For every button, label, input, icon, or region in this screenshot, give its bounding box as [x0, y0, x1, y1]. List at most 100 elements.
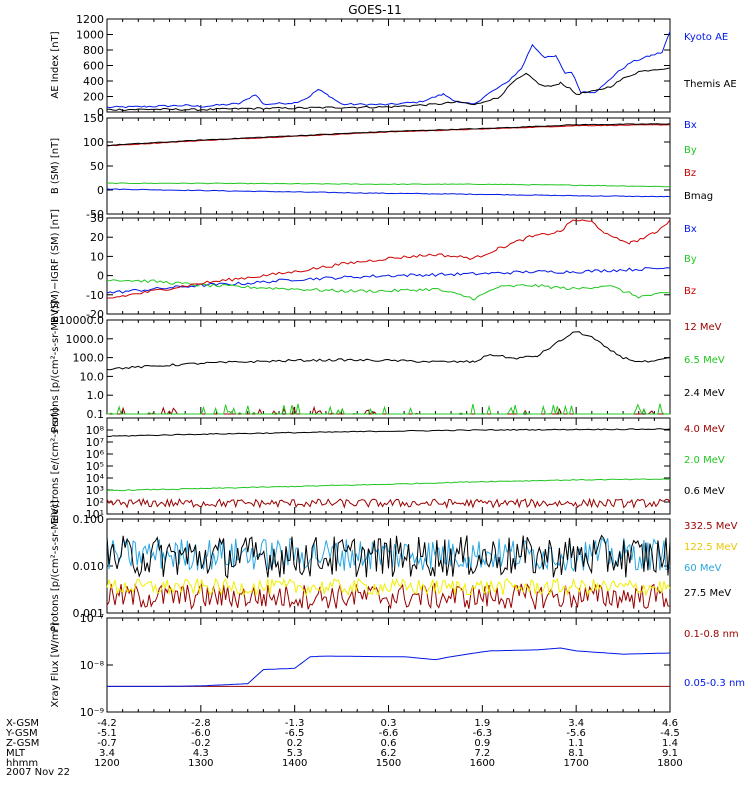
legend-entry: 0.6 MeV [684, 486, 725, 497]
y-tick-label: 10⁻⁷ [80, 612, 104, 625]
y-tick-label: 1000 [76, 29, 104, 42]
legend-entry: 2.0 MeV [684, 455, 725, 466]
y-tick-label: 10³ [86, 484, 104, 497]
series-line-2-0-mev [106, 478, 671, 492]
y-tick-label: 10⁻⁸ [80, 659, 105, 672]
series-line-bmag [106, 123, 671, 147]
series-line-bz [106, 124, 671, 147]
x-axis-value: 1.1 [568, 738, 584, 749]
legend-entry: Bz [684, 286, 696, 297]
legend-entry: Bx [684, 120, 697, 131]
y-tick-label: 0 [97, 184, 104, 197]
x-axis-value: 1800 [657, 758, 682, 769]
x-axis-value: 0.9 [474, 738, 490, 749]
y-tick-label: 10 [90, 250, 104, 263]
series-line-122-5-mev [106, 577, 671, 598]
x-axis-value: 1300 [188, 758, 213, 769]
y-tick-label: 10⁷ [86, 436, 104, 449]
y-tick-label: 0.100 [73, 513, 105, 526]
x-axis-value: -6.6 [379, 728, 399, 739]
y-tick-label: 10⁴ [86, 472, 105, 485]
x-axis-table: X-GSM -4.2 -2.8 -1.3 0.3 1.9 3.4 4.6 Y-GSM -5.1 -6… [5, 718, 683, 769]
x-axis-value: 8.1 [568, 748, 584, 759]
y-axis-label: Electrons [e/(cm²-s-sr)] [50, 408, 61, 524]
legend-entry: Bmag [684, 191, 713, 202]
series-line-6-5-mev [107, 403, 670, 416]
x-axis-value: 1.4 [662, 738, 678, 749]
legend-entry: By [684, 254, 697, 265]
y-tick-label: 50 [90, 160, 104, 173]
series-line-0-6-mev [106, 428, 671, 438]
x-axis-row-label: MLT [6, 748, 26, 759]
x-axis-value: -0.7 [97, 738, 117, 749]
x-axis-value: 6.2 [381, 748, 397, 759]
x-axis-value: -4.2 [97, 718, 117, 729]
y-tick-label: 200 [83, 91, 104, 104]
y-tick-label: 10.0 [80, 370, 105, 383]
y-tick-label: 30 [90, 212, 104, 225]
y-tick-label: 1.0 [87, 389, 105, 402]
x-axis-value: -1.3 [285, 718, 305, 729]
panel-frame [106, 18, 671, 113]
y-axis-label: B (SM) [nT] [50, 138, 61, 194]
y-tick-label: -20 [86, 308, 104, 321]
x-axis-value: -6.3 [473, 728, 493, 739]
y-tick-label: 150 [83, 112, 104, 125]
panel-2: -50 0 50 100 150 B (SM) [nT] Bx By Bz Bmag [50, 112, 713, 221]
x-axis-value: 1200 [94, 758, 119, 769]
panel-7: 10⁻⁹ 10⁻⁸ 10⁻⁷ Xray Flux [W/m²] 0.1-0.8 nm 0.… [50, 612, 745, 719]
panel-6: 0.001 0.010 0.100 Protons [p/(cm²-s-sr-MeV)… [50, 500, 738, 632]
y-tick-label: -10 [86, 289, 104, 302]
series-line-2-4-mev [106, 331, 671, 371]
legend-entry: 0.1-0.8 nm [684, 629, 739, 640]
x-axis-value: 4.6 [662, 718, 678, 729]
x-axis-value: 1600 [470, 758, 495, 769]
legend-entry: By [684, 145, 697, 156]
series-line-27-5-mev [106, 534, 671, 579]
legend-entry: Bz [684, 168, 696, 179]
y-tick-label: 10000.0 [59, 314, 105, 327]
y-tick-label: 0.001 [73, 607, 105, 620]
y-tick-label: 100.0 [73, 352, 105, 365]
y-tick-label: 0.010 [73, 560, 105, 573]
legend-entry: Kyoto AE [684, 32, 728, 43]
series-line-bx [106, 267, 671, 294]
x-axis-row-label: Y-GSM [5, 728, 38, 739]
legend-entry: 332.5 MeV [684, 521, 738, 532]
y-tick-label: 10⁵ [86, 460, 104, 473]
panel-frame [106, 117, 671, 215]
y-axis-label: AE Index [nT] [50, 31, 61, 98]
series-line-themis-ae [107, 67, 671, 112]
legend-entry: Themis AE [683, 79, 737, 90]
x-axis-value: 9.1 [662, 748, 678, 759]
y-axis-label: Protons [p/(cm²-s-sr-MeV)] [50, 500, 61, 632]
x-axis-value: 0.2 [287, 738, 303, 749]
legend-entry: 6.5 MeV [684, 355, 725, 366]
series-line-bx [106, 188, 671, 198]
legend-entry: Bx [684, 224, 697, 235]
series-line-bz [107, 219, 671, 299]
x-axis-value: -2.8 [191, 718, 211, 729]
panel-1: 0 200 400 600 800 1000 1200 AE Index [nT] Kyoto … [50, 13, 737, 119]
date-label: 2007 Nov 22 [6, 767, 70, 778]
legend-entry: 122.5 MeV [684, 542, 738, 553]
y-tick-label: 600 [83, 60, 104, 73]
x-axis-row-label: hhmm [6, 758, 38, 769]
legend-entry: 4.0 MeV [684, 424, 725, 435]
x-axis-value: 0.3 [381, 718, 397, 729]
series-line-0-05-0-3-nm [107, 647, 671, 687]
x-axis-value: 5.3 [287, 748, 303, 759]
y-tick-label: 800 [83, 44, 104, 57]
x-axis-value: 4.3 [193, 748, 209, 759]
x-axis-value: -5.1 [97, 728, 117, 739]
y-tick-label: 10² [86, 496, 104, 509]
series-line-by [106, 279, 671, 301]
y-tick-label: 0.1 [87, 408, 105, 421]
x-axis-value: -5.6 [566, 728, 586, 739]
series-line-kyoto-ae [106, 31, 671, 109]
x-axis-value: 1700 [563, 758, 588, 769]
y-tick-label: 400 [83, 75, 104, 88]
